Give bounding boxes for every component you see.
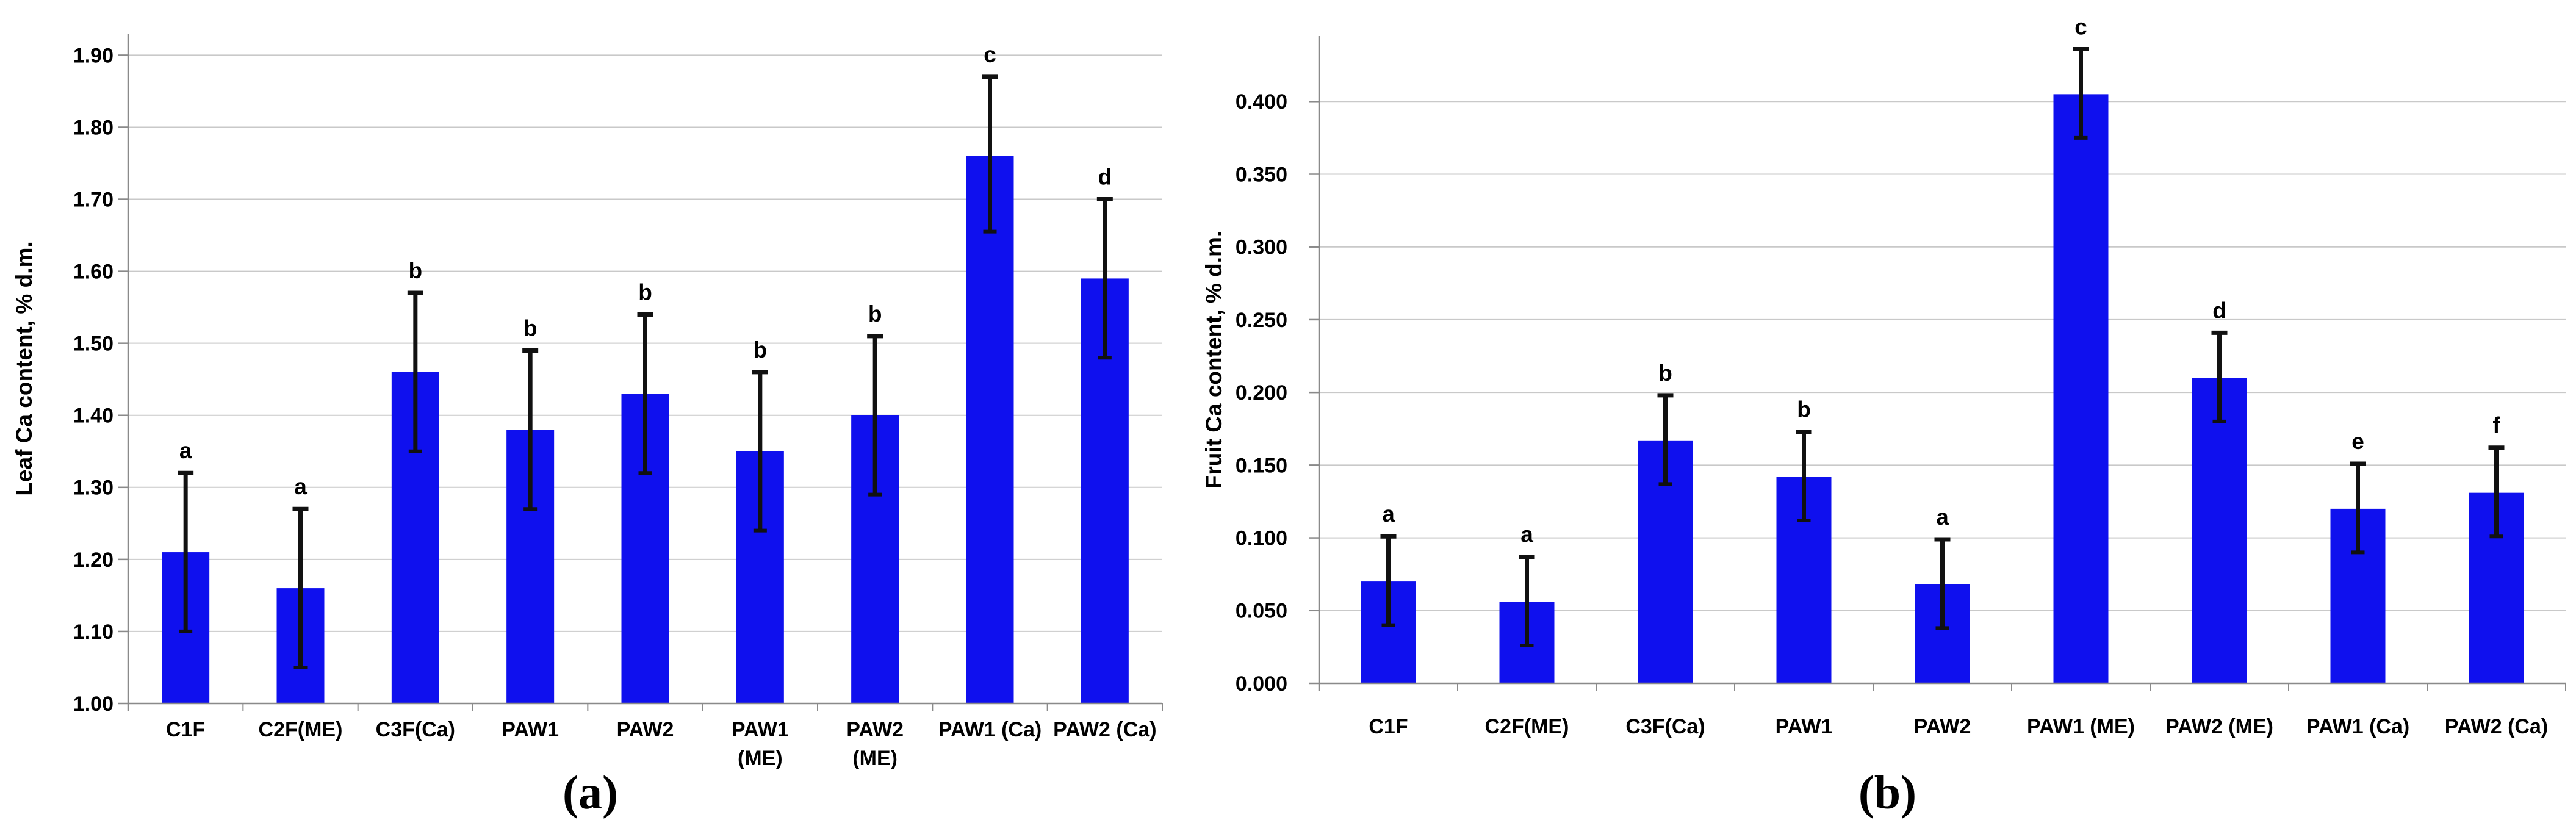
x-tick-label: C2F(ME) xyxy=(259,718,343,741)
bar-PAW1(ME) xyxy=(2053,94,2109,683)
x-tick-label: PAW2 xyxy=(1914,715,1971,738)
bar-PAW1(Ca) xyxy=(966,156,1014,704)
y-tick-label: 1.80 xyxy=(73,116,113,139)
x-tick-label: (ME) xyxy=(852,747,898,770)
x-tick-label: PAW1 xyxy=(502,718,559,741)
significance-letter: b xyxy=(523,315,538,340)
y-tick-label: 1.40 xyxy=(73,405,113,428)
y-tick-label: 1.20 xyxy=(73,548,113,572)
y-axis-title: Leaf Ca content, % d.m. xyxy=(12,241,37,495)
x-tick-label: PAW2 (Ca) xyxy=(1053,718,1156,741)
y-tick-label: 1.70 xyxy=(73,188,113,211)
y-tick-label: 1.90 xyxy=(73,44,113,67)
y-tick-label: 1.60 xyxy=(73,261,113,284)
y-tick-label: 0.150 xyxy=(1236,454,1287,477)
significance-letter: d xyxy=(2212,298,2226,323)
y-tick-label: 1.00 xyxy=(73,692,113,716)
y-tick-label: 0.000 xyxy=(1236,672,1287,696)
x-tick-label: PAW1 xyxy=(732,718,789,741)
y-tick-label: 1.30 xyxy=(73,477,113,500)
y-tick-label: 1.50 xyxy=(73,333,113,356)
significance-letter: c xyxy=(2074,14,2087,39)
x-tick-label: PAW1 (ME) xyxy=(2027,715,2135,738)
y-tick-label: 0.250 xyxy=(1236,309,1287,332)
y-tick-label: 0.200 xyxy=(1236,381,1287,405)
significance-letter: a xyxy=(1936,505,1949,530)
significance-letter: b xyxy=(1797,397,1811,422)
significance-letter: b xyxy=(638,279,652,304)
y-tick-label: 0.300 xyxy=(1236,236,1287,259)
significance-letter: e xyxy=(2351,429,2364,454)
y-axis-title: Fruit Ca content, % d.m. xyxy=(1201,231,1226,489)
x-tick-label: PAW2 xyxy=(846,718,904,741)
x-tick-label: PAW2 (ME) xyxy=(2165,715,2273,738)
significance-letter: b xyxy=(1658,361,1672,386)
x-tick-label: PAW1 xyxy=(1775,715,1833,738)
x-tick-label: PAW2 xyxy=(617,718,674,741)
x-tick-label: C1F xyxy=(166,718,205,741)
y-tick-label: 0.100 xyxy=(1236,527,1287,550)
significance-letter: a xyxy=(1520,522,1533,547)
significance-letter: a xyxy=(179,438,192,463)
y-tick-label: 0.350 xyxy=(1236,163,1287,186)
significance-letter: c xyxy=(984,42,996,67)
significance-letter: a xyxy=(294,474,307,499)
x-tick-label: C1F xyxy=(1369,715,1408,738)
x-tick-label: PAW1 (Ca) xyxy=(2306,715,2409,738)
bar-PAW2(ME) xyxy=(2192,378,2247,683)
x-tick-label: C3F(Ca) xyxy=(376,718,455,741)
y-tick-label: 1.10 xyxy=(73,620,113,644)
x-tick-label: C2F(ME) xyxy=(1485,715,1569,738)
x-tick-label: PAW2 (Ca) xyxy=(2445,715,2548,738)
significance-letter: d xyxy=(1098,165,1112,190)
significance-letter: f xyxy=(2492,413,2500,438)
significance-letter: a xyxy=(1382,502,1395,527)
x-tick-label: PAW1 (Ca) xyxy=(938,718,1042,741)
y-tick-label: 0.050 xyxy=(1236,600,1287,623)
significance-letter: b xyxy=(754,337,768,362)
x-tick-label: C3F(Ca) xyxy=(1625,715,1705,738)
panel-caption-a: (a) xyxy=(563,766,618,819)
panel-caption-b: (b) xyxy=(1858,766,1916,819)
y-tick-label: 0.400 xyxy=(1236,90,1287,113)
significance-letter: b xyxy=(868,301,882,326)
significance-letter: b xyxy=(409,258,423,283)
x-tick-label: (ME) xyxy=(738,747,783,770)
